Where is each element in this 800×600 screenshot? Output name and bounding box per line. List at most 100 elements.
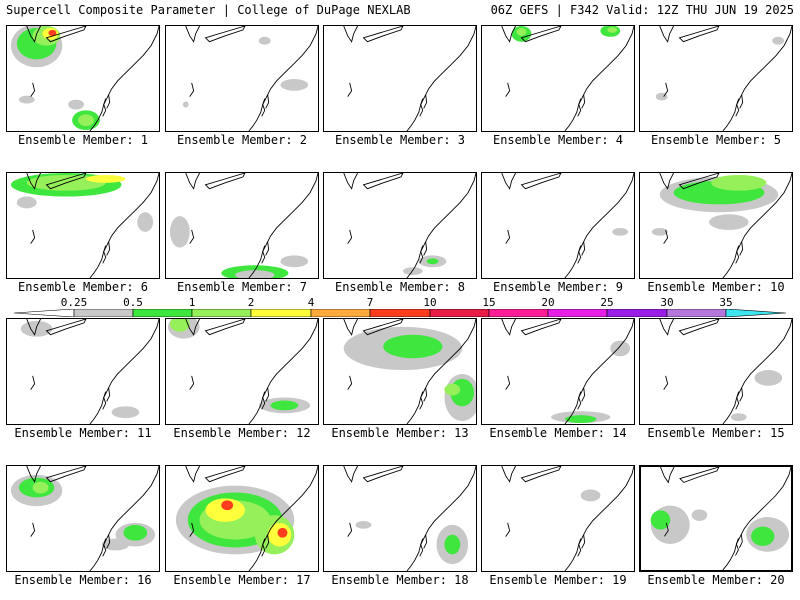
river-outline (347, 375, 353, 390)
coastline (248, 466, 318, 571)
colorbar-segment (606, 309, 668, 317)
colorbar-tick-label: 15 (482, 296, 496, 309)
scp-contour-area (221, 500, 234, 511)
lake-michigan-outline (501, 26, 516, 43)
map-panel-member-17[interactable] (165, 465, 319, 572)
colorbar-tick-label: 10 (423, 296, 437, 309)
lake-erie-outline (45, 26, 87, 43)
scp-contour-area (280, 78, 309, 91)
ensemble-member-label: Ensemble Member: 7 (176, 280, 308, 294)
colorbar-tick-label: 7 (366, 296, 374, 309)
lake-michigan-outline (26, 466, 41, 483)
lake-erie-outline (362, 466, 404, 483)
colorbar-segment (250, 309, 312, 317)
scp-contour-area (754, 370, 783, 386)
coastline (406, 319, 476, 424)
coastline (722, 319, 792, 424)
scp-contour-area (48, 29, 57, 36)
scp-contour-area (612, 227, 629, 236)
river-outline (30, 375, 36, 390)
river-outline (505, 375, 511, 390)
river-outline (189, 375, 195, 390)
colorbar-low-arrow (14, 309, 75, 317)
ensemble-member-label: Ensemble Member: 19 (489, 573, 627, 587)
scp-contour-area (258, 36, 271, 45)
scp-contour-area (270, 400, 299, 411)
map-panel-member-2[interactable] (165, 25, 319, 132)
ensemble-member-label: Ensemble Member: 15 (647, 426, 785, 440)
lake-erie-outline (520, 173, 562, 190)
map-panel-member-4[interactable] (481, 25, 635, 132)
colorbar-segment (310, 309, 371, 317)
scp-contour-area (85, 174, 126, 183)
map-panel-member-20[interactable] (639, 465, 793, 572)
map-panel-member-11[interactable] (6, 318, 160, 425)
map-panel-member-10[interactable] (639, 172, 793, 279)
map-panel-member-16[interactable] (6, 465, 160, 572)
river-outline (663, 375, 669, 390)
colorbar-tick-label: 0.25 (60, 296, 88, 309)
coastline (248, 173, 318, 278)
colorbar-tick-label: 20 (541, 296, 555, 309)
bay-outline (261, 387, 270, 410)
map-panel-member-14[interactable] (481, 318, 635, 425)
ensemble-member-label: Ensemble Member: 11 (14, 426, 152, 440)
map-panel-member-3[interactable] (323, 25, 477, 132)
map-panel-member-8[interactable] (323, 172, 477, 279)
lake-michigan-outline (659, 173, 674, 190)
river-outline (505, 229, 511, 244)
scp-contour-area (730, 413, 747, 422)
scp-contour-area (444, 383, 461, 396)
ensemble-member-label: Ensemble Member: 14 (489, 426, 627, 440)
scp-contour-area (111, 406, 140, 419)
bay-outline (577, 94, 586, 117)
map-panel-member-1[interactable] (6, 25, 160, 132)
river-outline (30, 229, 36, 244)
river-outline (347, 229, 353, 244)
lake-erie-outline (362, 319, 404, 336)
scp-contour-area (78, 114, 94, 127)
map-panel-member-6[interactable] (6, 172, 160, 279)
lake-erie-outline (520, 466, 562, 483)
scp-contour-area (16, 196, 37, 209)
lake-michigan-outline (343, 319, 358, 336)
coastline (406, 173, 476, 278)
scp-contour-area (235, 270, 275, 278)
scp-contour-area (564, 415, 597, 424)
scp-contour-area (101, 538, 130, 551)
map-panel-member-5[interactable] (639, 25, 793, 132)
ensemble-member-label: Ensemble Member: 18 (331, 573, 469, 587)
ensemble-member-label: Ensemble Member: 2 (176, 133, 308, 147)
river-outline (663, 82, 669, 97)
ensemble-member-label: Ensemble Member: 9 (492, 280, 624, 294)
scp-contour-area (691, 509, 708, 521)
map-panel-member-7[interactable] (165, 172, 319, 279)
ensemble-member-label: Ensemble Member: 5 (650, 133, 782, 147)
lake-erie-outline (45, 173, 87, 190)
bay-outline (102, 387, 111, 410)
map-panel-member-18[interactable] (323, 465, 477, 572)
map-panel-member-19[interactable] (481, 465, 635, 572)
scp-contour-area (205, 498, 245, 522)
scp-contour-area (280, 255, 309, 268)
bay-outline (261, 534, 270, 557)
colorbar-segment (666, 309, 727, 317)
river-outline (30, 522, 36, 537)
coastline (248, 319, 318, 424)
bay-outline (577, 387, 586, 410)
colorbar-segment (488, 309, 549, 317)
map-panel-member-9[interactable] (481, 172, 635, 279)
lake-erie-outline (45, 466, 87, 483)
map-panel-member-13[interactable] (323, 318, 477, 425)
river-outline (505, 522, 511, 537)
ensemble-member-label: Ensemble Member: 13 (331, 426, 469, 440)
colorbar-segment (547, 309, 608, 317)
colorbar-tick-label: 0.5 (123, 296, 143, 309)
scp-contour-area (610, 340, 631, 357)
lake-michigan-outline (185, 173, 200, 190)
lake-michigan-outline (343, 26, 358, 43)
ensemble-member-label: Ensemble Member: 8 (334, 280, 466, 294)
map-panel-member-12[interactable] (165, 318, 319, 425)
ensemble-member-label: Ensemble Member: 16 (14, 573, 152, 587)
map-panel-member-15[interactable] (639, 318, 793, 425)
